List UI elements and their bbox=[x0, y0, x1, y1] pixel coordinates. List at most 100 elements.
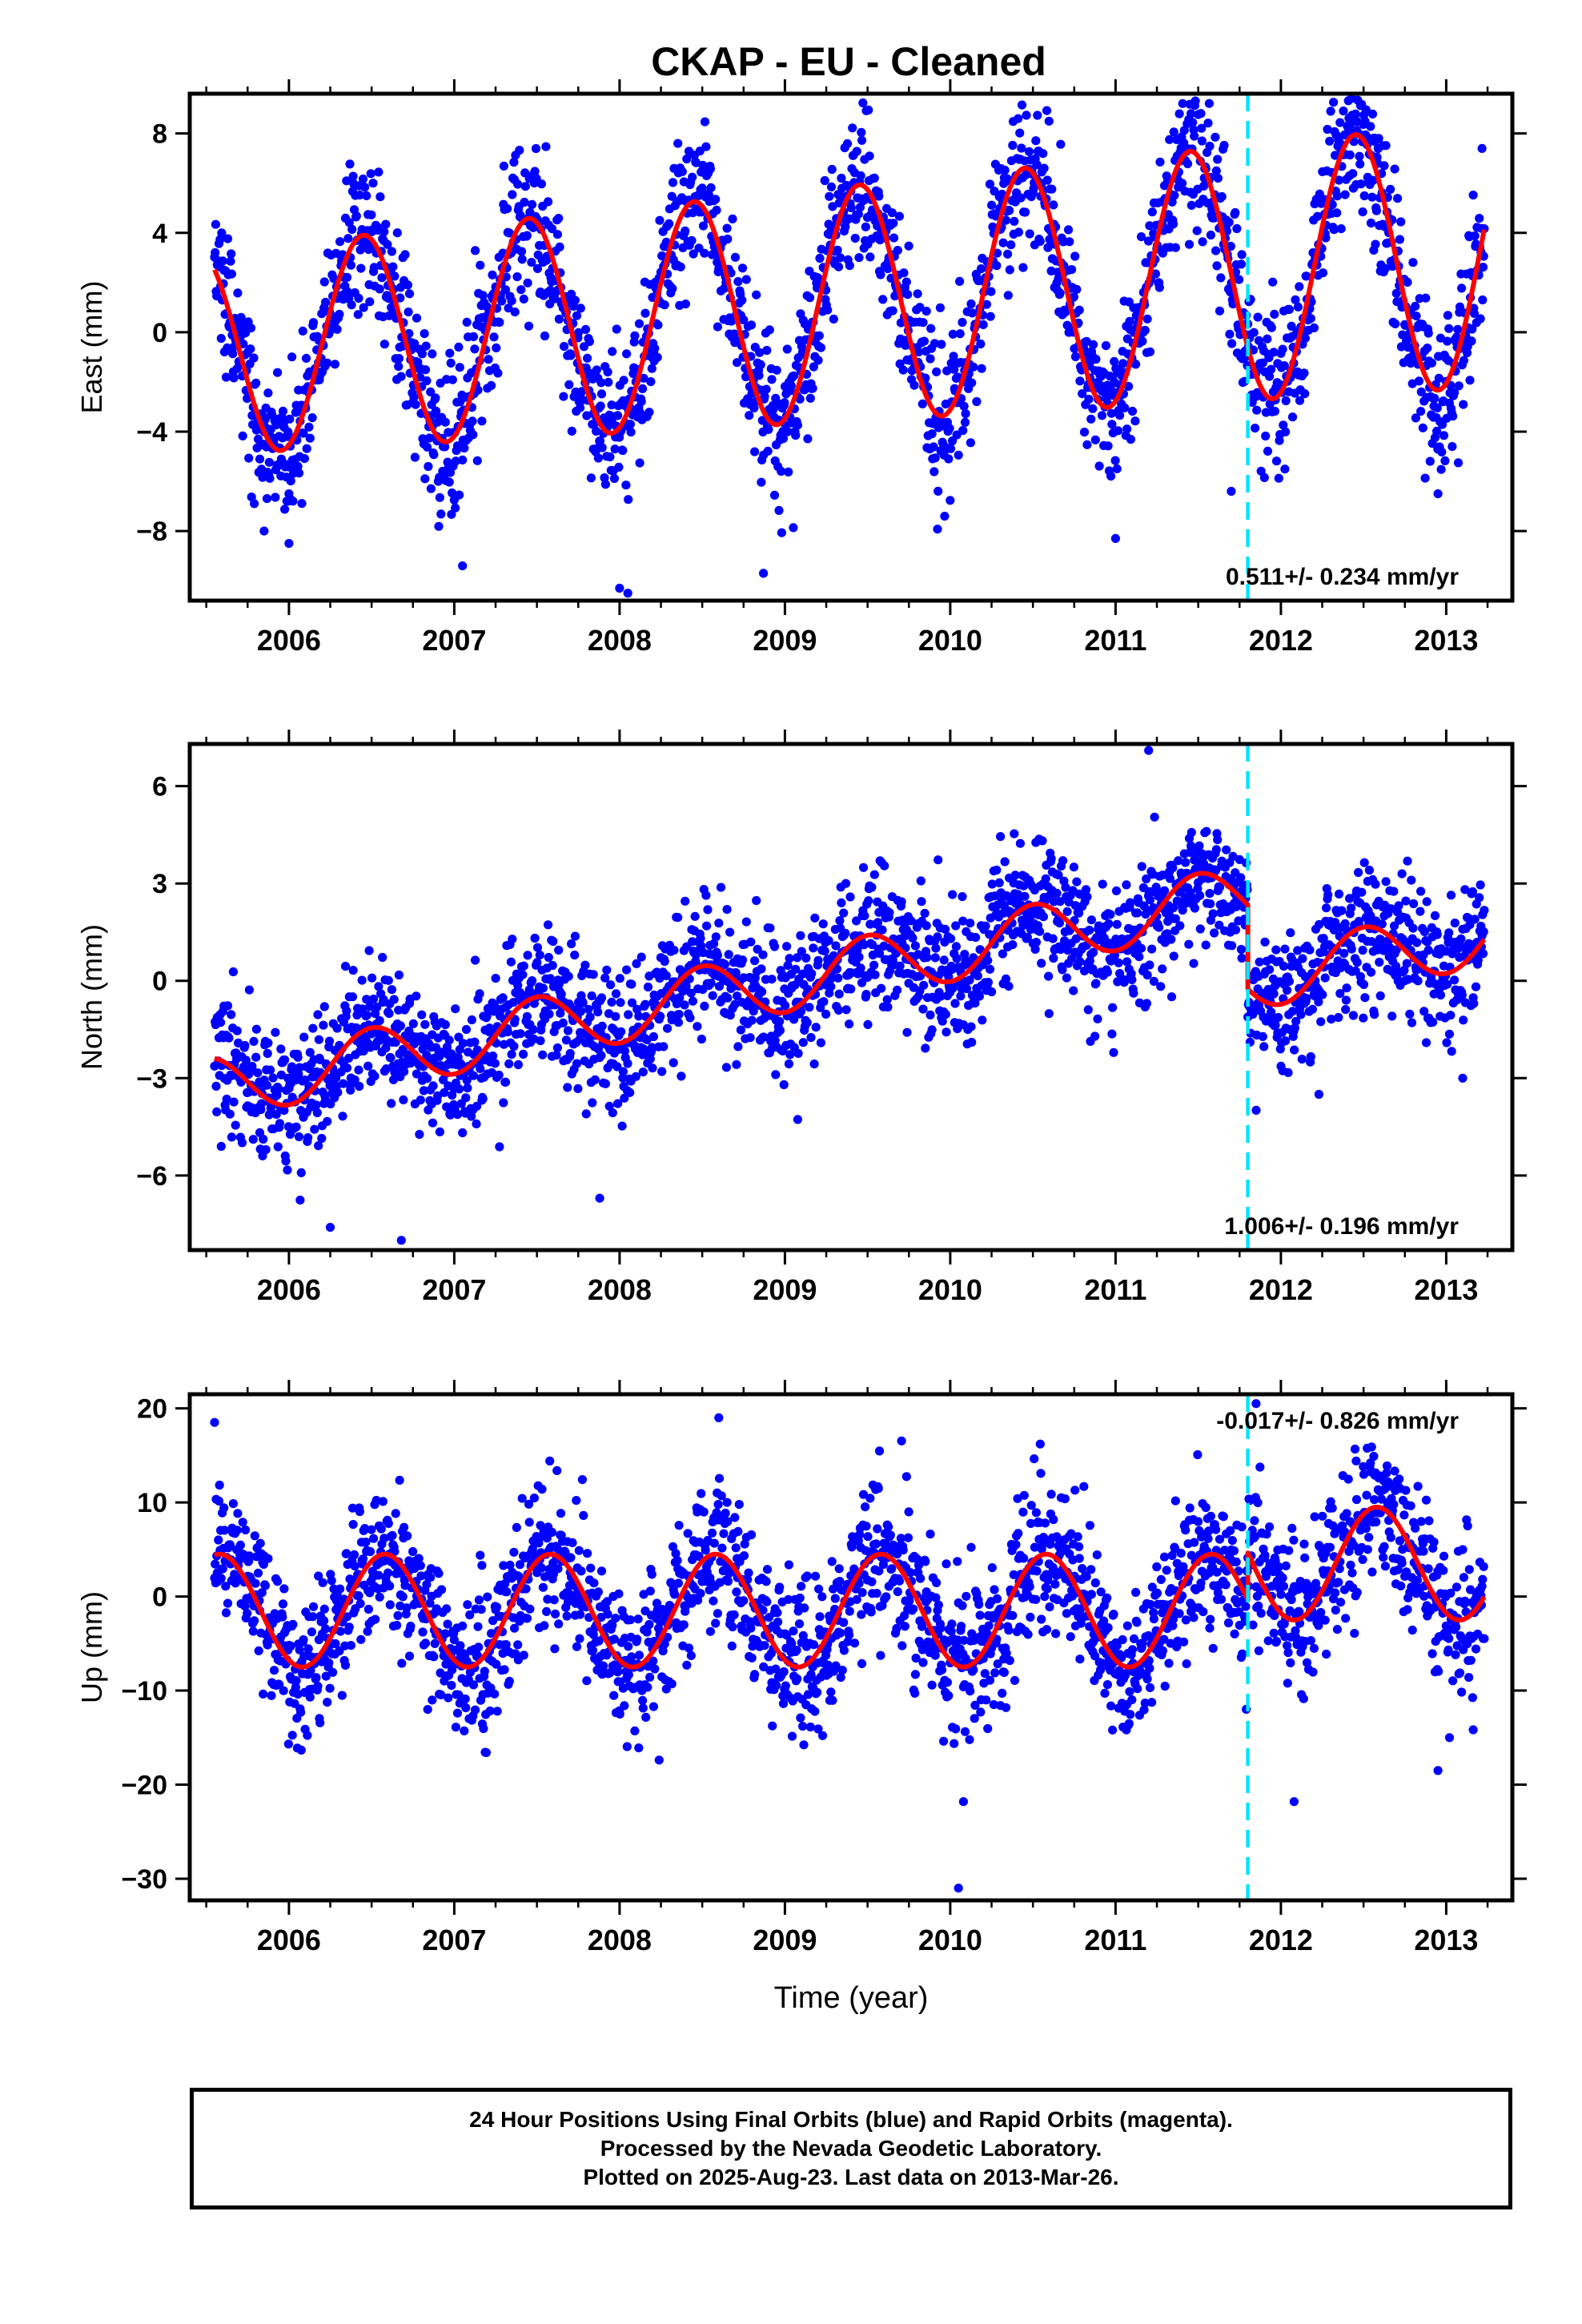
data-point bbox=[1274, 1012, 1283, 1023]
data-point bbox=[1434, 373, 1443, 383]
data-point bbox=[359, 1046, 368, 1055]
data-point bbox=[556, 989, 566, 999]
data-point bbox=[1122, 957, 1132, 967]
data-point bbox=[1094, 461, 1104, 471]
data-point bbox=[412, 313, 422, 323]
data-point bbox=[1253, 312, 1263, 322]
data-point bbox=[611, 989, 621, 999]
data-point bbox=[733, 991, 742, 1001]
data-point bbox=[1149, 976, 1158, 986]
data-point bbox=[1419, 1007, 1429, 1016]
data-point bbox=[588, 970, 598, 979]
data-point bbox=[347, 224, 357, 234]
data-point bbox=[1018, 921, 1028, 931]
data-point bbox=[1110, 356, 1119, 366]
data-point bbox=[987, 200, 997, 210]
data-point bbox=[1017, 100, 1027, 110]
data-point bbox=[622, 349, 632, 359]
data-point bbox=[962, 983, 972, 994]
data-point bbox=[312, 1108, 322, 1118]
data-point bbox=[1467, 336, 1476, 346]
x-tick-label: 2006 bbox=[257, 624, 321, 657]
data-point bbox=[624, 495, 633, 505]
data-point bbox=[859, 940, 869, 950]
data-point bbox=[550, 294, 560, 304]
data-point bbox=[216, 1574, 226, 1583]
data-point bbox=[1457, 283, 1467, 293]
data-point bbox=[420, 365, 431, 375]
data-point bbox=[1042, 175, 1052, 185]
data-point bbox=[745, 411, 754, 420]
data-point bbox=[1124, 381, 1134, 392]
data-point bbox=[1062, 973, 1071, 983]
data-point bbox=[697, 941, 706, 951]
data-point bbox=[1219, 140, 1229, 151]
data-point bbox=[410, 452, 420, 462]
data-point bbox=[1444, 1029, 1454, 1039]
data-point bbox=[1284, 304, 1294, 314]
data-point bbox=[564, 971, 573, 981]
data-point bbox=[1300, 389, 1310, 399]
data-point bbox=[1432, 930, 1442, 939]
data-point bbox=[263, 1048, 272, 1059]
data-point bbox=[432, 406, 441, 416]
data-point bbox=[419, 1086, 429, 1096]
data-point bbox=[767, 975, 777, 984]
data-point bbox=[317, 1133, 327, 1144]
data-point bbox=[1270, 406, 1279, 416]
data-point bbox=[1236, 873, 1246, 883]
data-point bbox=[832, 964, 841, 974]
data-point bbox=[729, 329, 739, 339]
data-point bbox=[257, 1099, 267, 1108]
east-model-curve bbox=[212, 131, 1487, 453]
data-point bbox=[818, 919, 828, 929]
data-point bbox=[901, 277, 911, 287]
data-point bbox=[1428, 1017, 1438, 1027]
data-point bbox=[978, 320, 988, 329]
data-point bbox=[233, 1509, 243, 1518]
data-point bbox=[559, 392, 568, 401]
data-point bbox=[785, 1050, 795, 1059]
data-point bbox=[992, 261, 1002, 271]
data-point bbox=[244, 453, 254, 463]
data-point bbox=[303, 1731, 312, 1740]
data-point bbox=[241, 1525, 251, 1534]
data-point bbox=[1300, 333, 1310, 343]
data-point bbox=[1459, 356, 1468, 365]
data-point bbox=[314, 1571, 323, 1581]
data-point bbox=[275, 1119, 284, 1128]
data-point bbox=[1178, 179, 1187, 188]
data-point bbox=[283, 1739, 293, 1749]
data-point bbox=[1248, 1009, 1258, 1019]
data-point bbox=[722, 223, 732, 233]
data-point bbox=[567, 426, 576, 436]
data-point bbox=[223, 234, 233, 243]
data-point bbox=[648, 1031, 659, 1042]
data-point bbox=[1048, 934, 1058, 943]
data-point bbox=[228, 1499, 238, 1509]
data-point bbox=[772, 365, 781, 375]
data-point bbox=[508, 998, 518, 1007]
data-point bbox=[520, 182, 530, 191]
data-point-outlier bbox=[595, 1193, 604, 1203]
data-point bbox=[1212, 261, 1222, 271]
data-point bbox=[1480, 906, 1489, 915]
data-point bbox=[887, 208, 897, 218]
data-point bbox=[1145, 895, 1155, 905]
data-point bbox=[1052, 888, 1062, 898]
data-point bbox=[278, 1599, 288, 1609]
data-point bbox=[774, 505, 784, 516]
data-point bbox=[278, 406, 288, 416]
data-point bbox=[592, 365, 601, 375]
data-point bbox=[1416, 887, 1426, 896]
data-point bbox=[967, 1037, 977, 1047]
data-point bbox=[1377, 919, 1387, 929]
data-point bbox=[1031, 136, 1041, 146]
data-point bbox=[1291, 1016, 1301, 1026]
data-point bbox=[1078, 389, 1087, 399]
data-point bbox=[675, 993, 685, 1003]
data-point bbox=[1357, 887, 1367, 897]
data-point bbox=[319, 1002, 329, 1011]
data-point bbox=[619, 376, 628, 385]
data-point bbox=[1197, 123, 1207, 133]
